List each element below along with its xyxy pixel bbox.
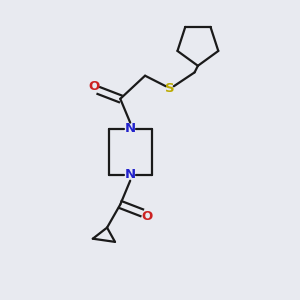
Text: O: O [141, 210, 152, 223]
Text: O: O [88, 80, 100, 93]
Text: S: S [165, 82, 175, 95]
Text: N: N [124, 122, 136, 135]
Text: N: N [124, 168, 136, 181]
